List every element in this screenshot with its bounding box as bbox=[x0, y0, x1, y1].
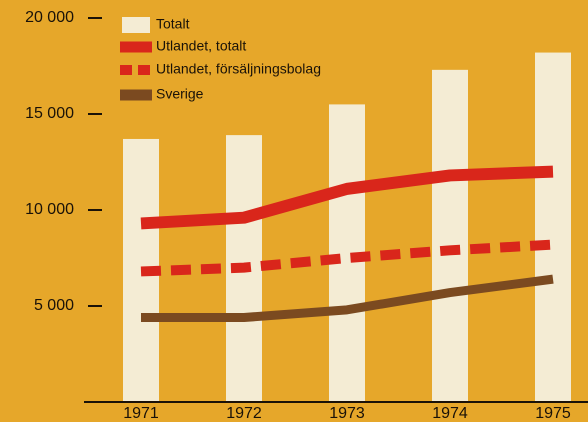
x-tick-label: 1971 bbox=[123, 405, 159, 422]
line bbox=[140, 239, 554, 277]
x-tick-label: 1974 bbox=[432, 405, 468, 422]
y-tick-label: 10 000 bbox=[25, 201, 74, 218]
line bbox=[141, 274, 554, 323]
x-tick-label: 1973 bbox=[329, 405, 365, 422]
x-tick-label: 1972 bbox=[226, 405, 262, 422]
bar bbox=[535, 52, 571, 403]
legend-label: Sverige bbox=[156, 86, 204, 102]
y-tick-label: 15 000 bbox=[25, 105, 74, 122]
y-tick-label: 20 000 bbox=[25, 9, 74, 26]
legend-swatch bbox=[122, 17, 150, 33]
legend-label: Totalt bbox=[156, 16, 190, 32]
bar bbox=[432, 69, 468, 402]
x-tick-label: 1975 bbox=[535, 405, 571, 422]
legend-label: Utlandet, totalt bbox=[156, 38, 246, 54]
y-tick-label: 5 000 bbox=[34, 297, 74, 314]
legend-label: Utlandet, försäljningsbolag bbox=[156, 61, 321, 77]
line bbox=[140, 165, 554, 230]
